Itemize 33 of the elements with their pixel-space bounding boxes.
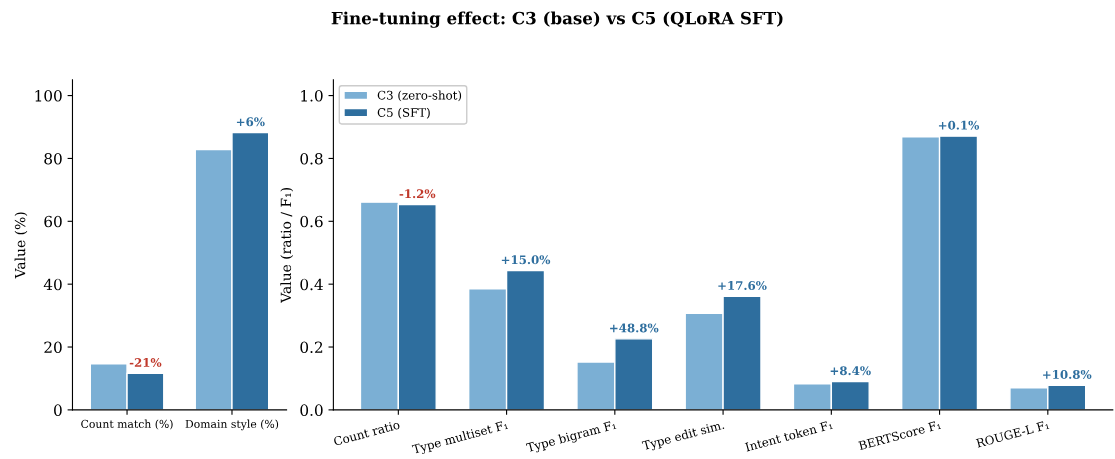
- y-tick-label: 100: [35, 90, 62, 102]
- annotation: +10.8%: [1043, 369, 1092, 379]
- x-tick-label: Type edit sim.: [641, 419, 726, 453]
- y-tick-label: 0.8: [300, 152, 323, 165]
- annotation: +8.4%: [830, 366, 871, 376]
- x-tick-label: Type multiset F₁: [411, 419, 509, 457]
- y-tick-label: 20: [44, 341, 62, 354]
- annotation: +15.0%: [501, 255, 551, 265]
- x-tick-label: Intent token F₁: [744, 419, 833, 452]
- legend-label: C5 (SFT): [377, 107, 430, 119]
- annotation: +0.1%: [938, 120, 980, 130]
- annotation: +48.8%: [610, 323, 659, 333]
- chart-title: Fine-tuning effect: C3 (base) vs C5 (QLoRA SFT): [331, 11, 783, 28]
- legend-label: C3 (zero-shot): [377, 90, 462, 102]
- y-tick-label: 0.4: [300, 278, 323, 291]
- y-tick-label: 80: [44, 152, 62, 165]
- y-tick-label: 0.6: [300, 215, 323, 228]
- y-tick-label: 0.0: [300, 404, 323, 416]
- x-tick-label: Count match (%): [81, 419, 173, 430]
- x-tick-label: Count ratio: [333, 419, 401, 446]
- y-tick-label: 40: [43, 278, 62, 291]
- y-tick-label: 0: [54, 404, 62, 416]
- y-axis-title: Value (ratio / F₁): [280, 188, 294, 303]
- y-tick-label: 0.2: [300, 341, 323, 354]
- annotation: +17.6%: [718, 281, 767, 290]
- y-tick-label: 60: [44, 215, 62, 228]
- y-tick-label: 1.0: [301, 90, 323, 102]
- x-tick-label: Type bigram F₁: [525, 419, 617, 455]
- y-axis-title: Value (%): [14, 212, 28, 279]
- x-tick-label: Domain style (%): [185, 419, 279, 431]
- annotation: -1.2%: [399, 189, 436, 199]
- annotation: -21%: [129, 358, 162, 367]
- annotation: +6%: [236, 117, 265, 127]
